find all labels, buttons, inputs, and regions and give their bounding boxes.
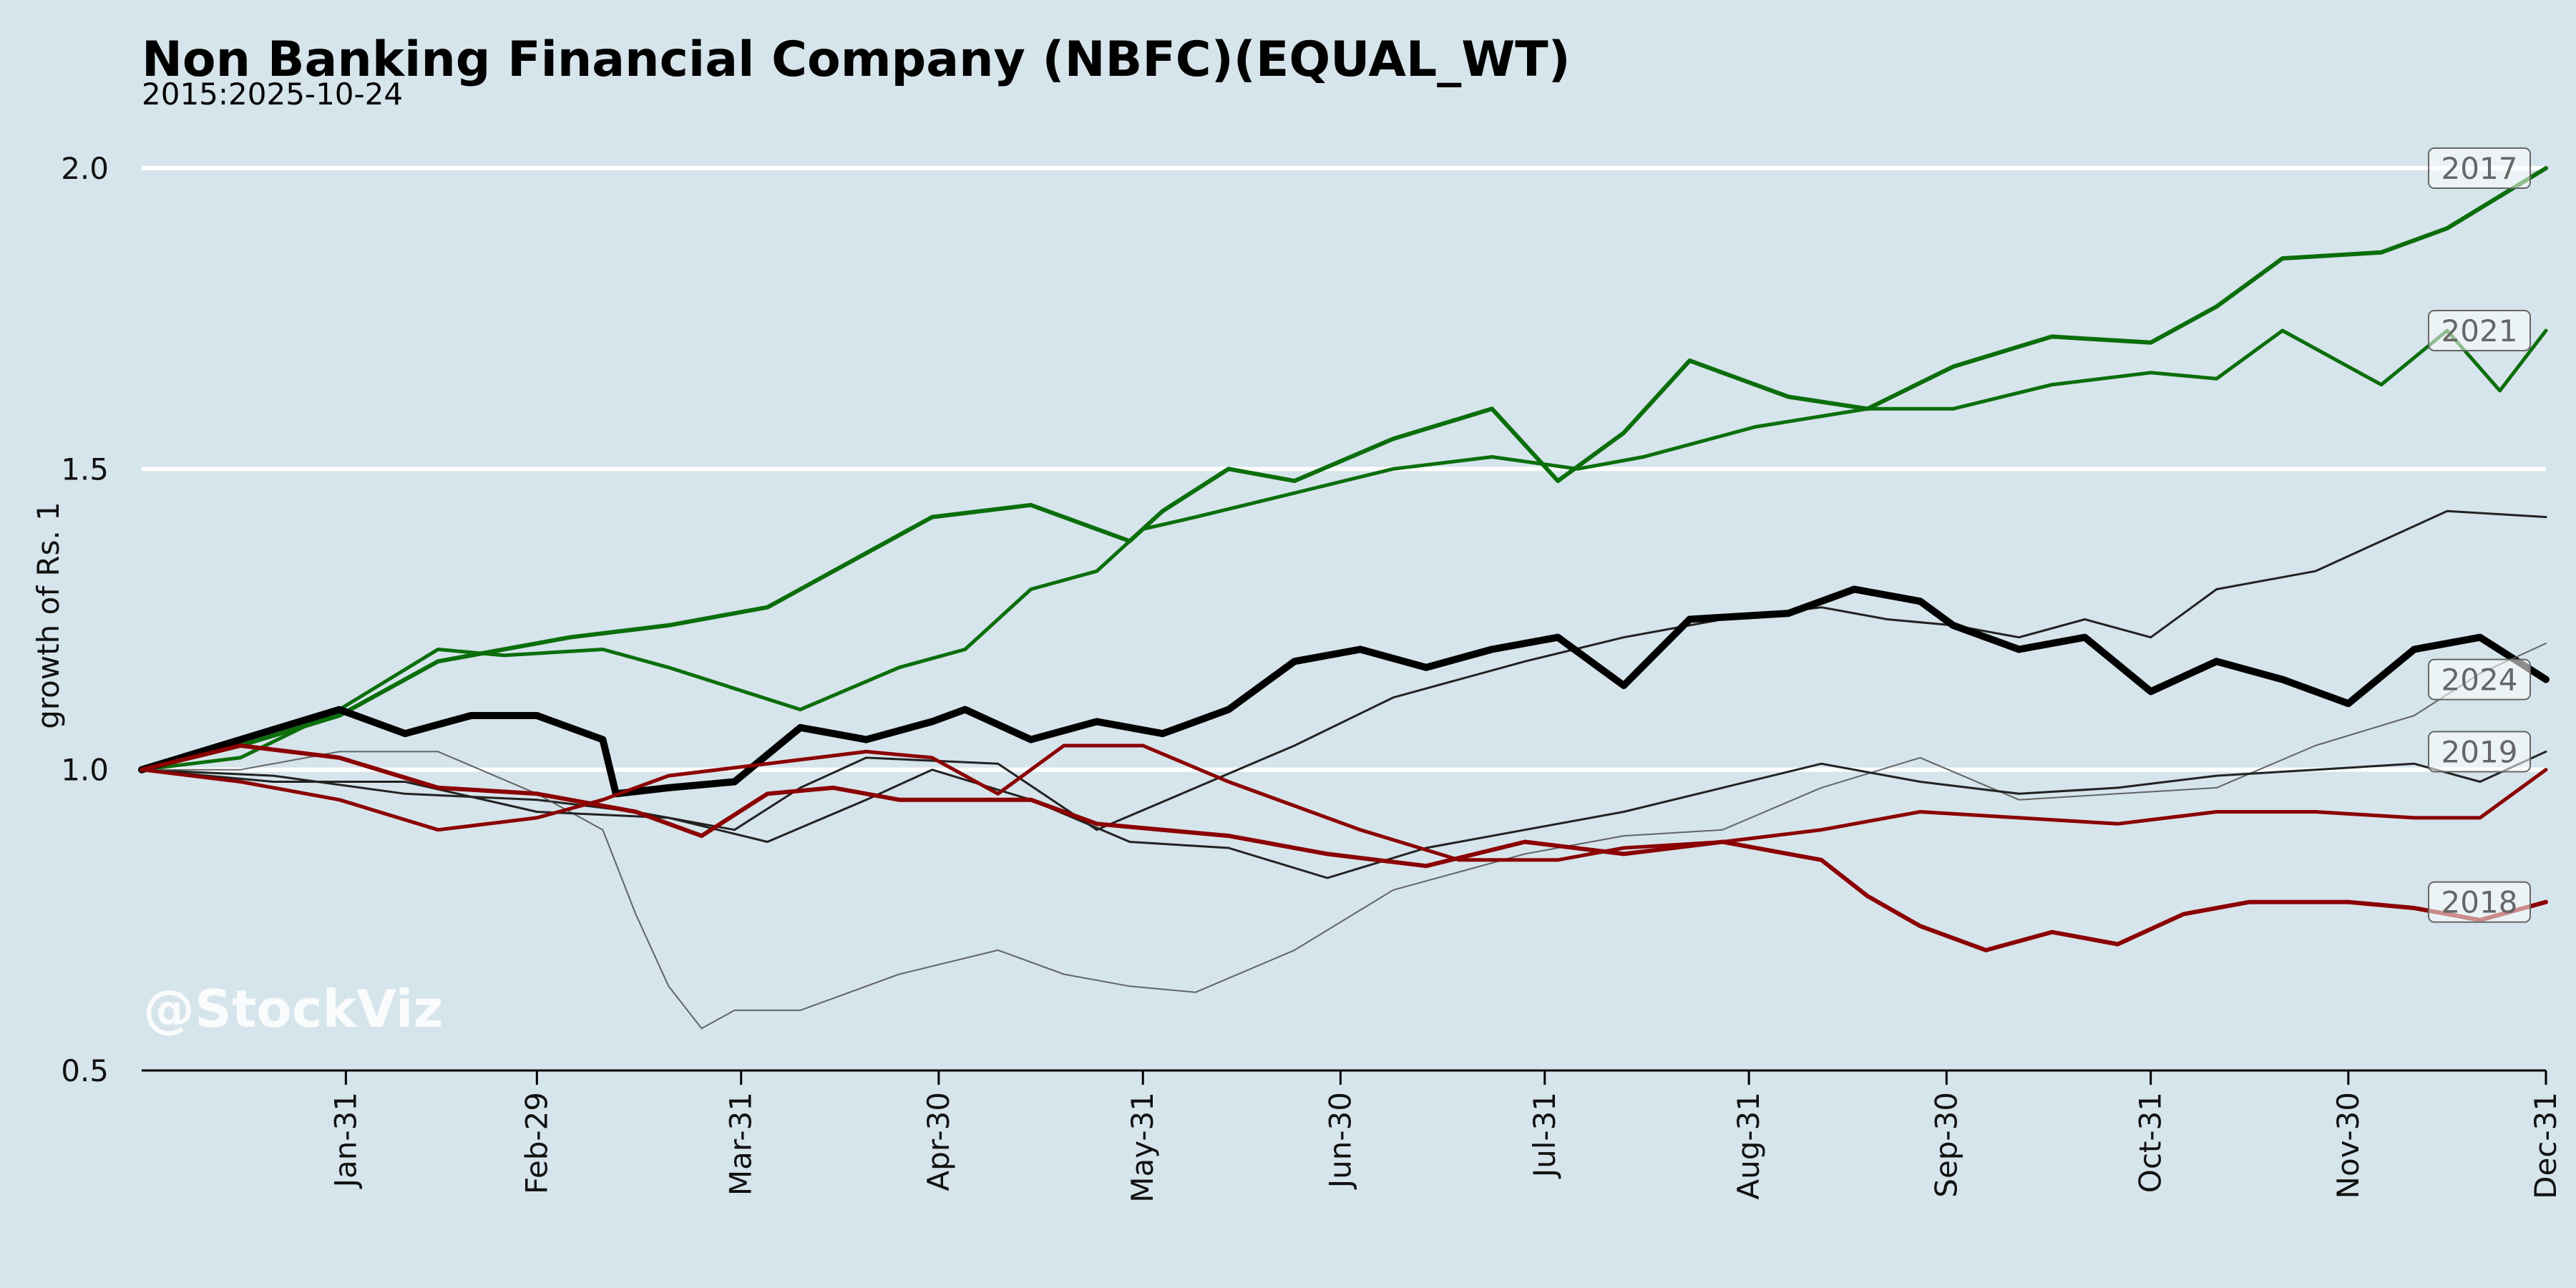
x-tick-label: Nov-30 xyxy=(2331,1092,2366,1199)
svg-text:2019: 2019 xyxy=(2441,734,2518,769)
y-tick-label: 0.5 xyxy=(61,1053,109,1088)
chart-title: Non Banking Financial Company (NBFC)(EQU… xyxy=(142,31,1571,88)
series-line-2019 xyxy=(140,750,2547,879)
series-labels: 2017 2021 2024 2019 2018 xyxy=(2428,147,2531,923)
y-tick-label: 1.0 xyxy=(61,753,109,788)
svg-text:2017: 2017 xyxy=(2441,151,2518,186)
x-tick-label: Feb-29 xyxy=(519,1092,554,1194)
series-line-2018 xyxy=(140,743,2548,952)
x-tick-label: Sep-30 xyxy=(1928,1092,1963,1198)
series-line-2024 xyxy=(138,585,2550,798)
x-tick-label: Jan-31 xyxy=(328,1092,363,1189)
series-label-2017: 2017 xyxy=(2428,147,2531,189)
series-label-2019: 2019 xyxy=(2428,731,2531,773)
svg-text:2024: 2024 xyxy=(2441,663,2518,698)
series-line-2017 xyxy=(140,166,2548,772)
series-line-unlabeled-6 xyxy=(140,743,2548,862)
y-tick-label: 2.0 xyxy=(61,151,109,186)
y-axis-label: growth of Rs. 1 xyxy=(31,502,66,729)
x-tick-label: Dec-31 xyxy=(2528,1092,2563,1199)
x-tick-label: May-31 xyxy=(1125,1092,1160,1203)
x-tick-label: Oct-31 xyxy=(2133,1092,2168,1193)
watermark: @StockViz xyxy=(143,979,443,1039)
series-line-unlabeled-2 xyxy=(140,509,2547,831)
x-tick-label: Apr-30 xyxy=(921,1092,956,1191)
series-label-2021: 2021 xyxy=(2428,309,2531,351)
y-tick-label: 1.5 xyxy=(61,452,109,487)
svg-text:2018: 2018 xyxy=(2441,885,2518,920)
gridlines xyxy=(142,166,2546,772)
series-line-2021 xyxy=(140,328,2548,772)
x-tick-label: Aug-31 xyxy=(1731,1092,1766,1200)
x-tick-label: Jun-30 xyxy=(1322,1092,1357,1190)
series-line-unlabeled-4 xyxy=(141,643,2547,1030)
svg-text:2021: 2021 xyxy=(2441,313,2518,348)
axes: 0.5 1.0 1.5 2.0 Jan-31 Feb-29 Mar-31 Apr-30 May-… xyxy=(61,151,2563,1203)
series-label-2018: 2018 xyxy=(2428,881,2531,923)
series-lines xyxy=(138,166,2550,1030)
chart-subtitle: 2015:2025-10-24 xyxy=(142,77,403,112)
x-tick-label: Mar-31 xyxy=(723,1092,758,1196)
x-tick-label: Jul-31 xyxy=(1527,1092,1562,1179)
series-label-2024: 2024 xyxy=(2428,658,2531,701)
